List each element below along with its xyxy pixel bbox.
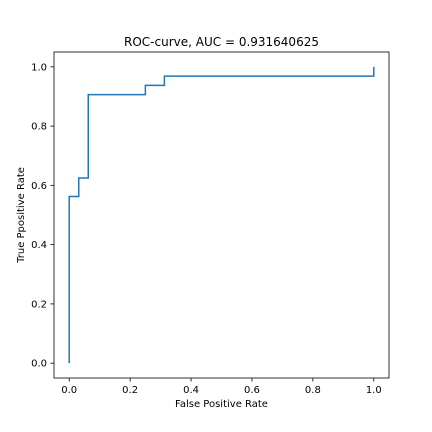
- chart-title: ROC-curve, AUC = 0.931640625: [124, 35, 319, 49]
- y-tick-label: 1.0: [31, 62, 47, 73]
- y-tick-label: 0.2: [31, 299, 47, 310]
- x-tick-label: 0.2: [122, 385, 138, 396]
- x-axis-label: False Positive Rate: [175, 399, 268, 410]
- x-axis: 0.0 0.2 0.4 0.6 0.8 1.0: [61, 378, 382, 396]
- roc-series-line: [68, 66, 375, 364]
- x-tick-label: 0.4: [183, 385, 199, 396]
- x-tick-label: 1.0: [366, 385, 382, 396]
- y-tick-label: 0.6: [31, 181, 47, 192]
- y-tick-label: 0.0: [31, 359, 47, 370]
- plot-area: [53, 51, 390, 379]
- y-tick-label: 0.8: [31, 122, 47, 133]
- y-axis: 0.0 0.2 0.4 0.6 0.8 1.0: [31, 62, 54, 370]
- y-axis-label: True Ppositive Rate: [16, 167, 27, 264]
- x-tick-label: 0.0: [61, 385, 77, 396]
- x-tick-label: 0.8: [305, 385, 321, 396]
- y-tick-label: 0.4: [31, 240, 47, 251]
- axes-frame: [53, 51, 390, 379]
- series-layer: [68, 66, 375, 364]
- x-tick-label: 0.6: [244, 385, 260, 396]
